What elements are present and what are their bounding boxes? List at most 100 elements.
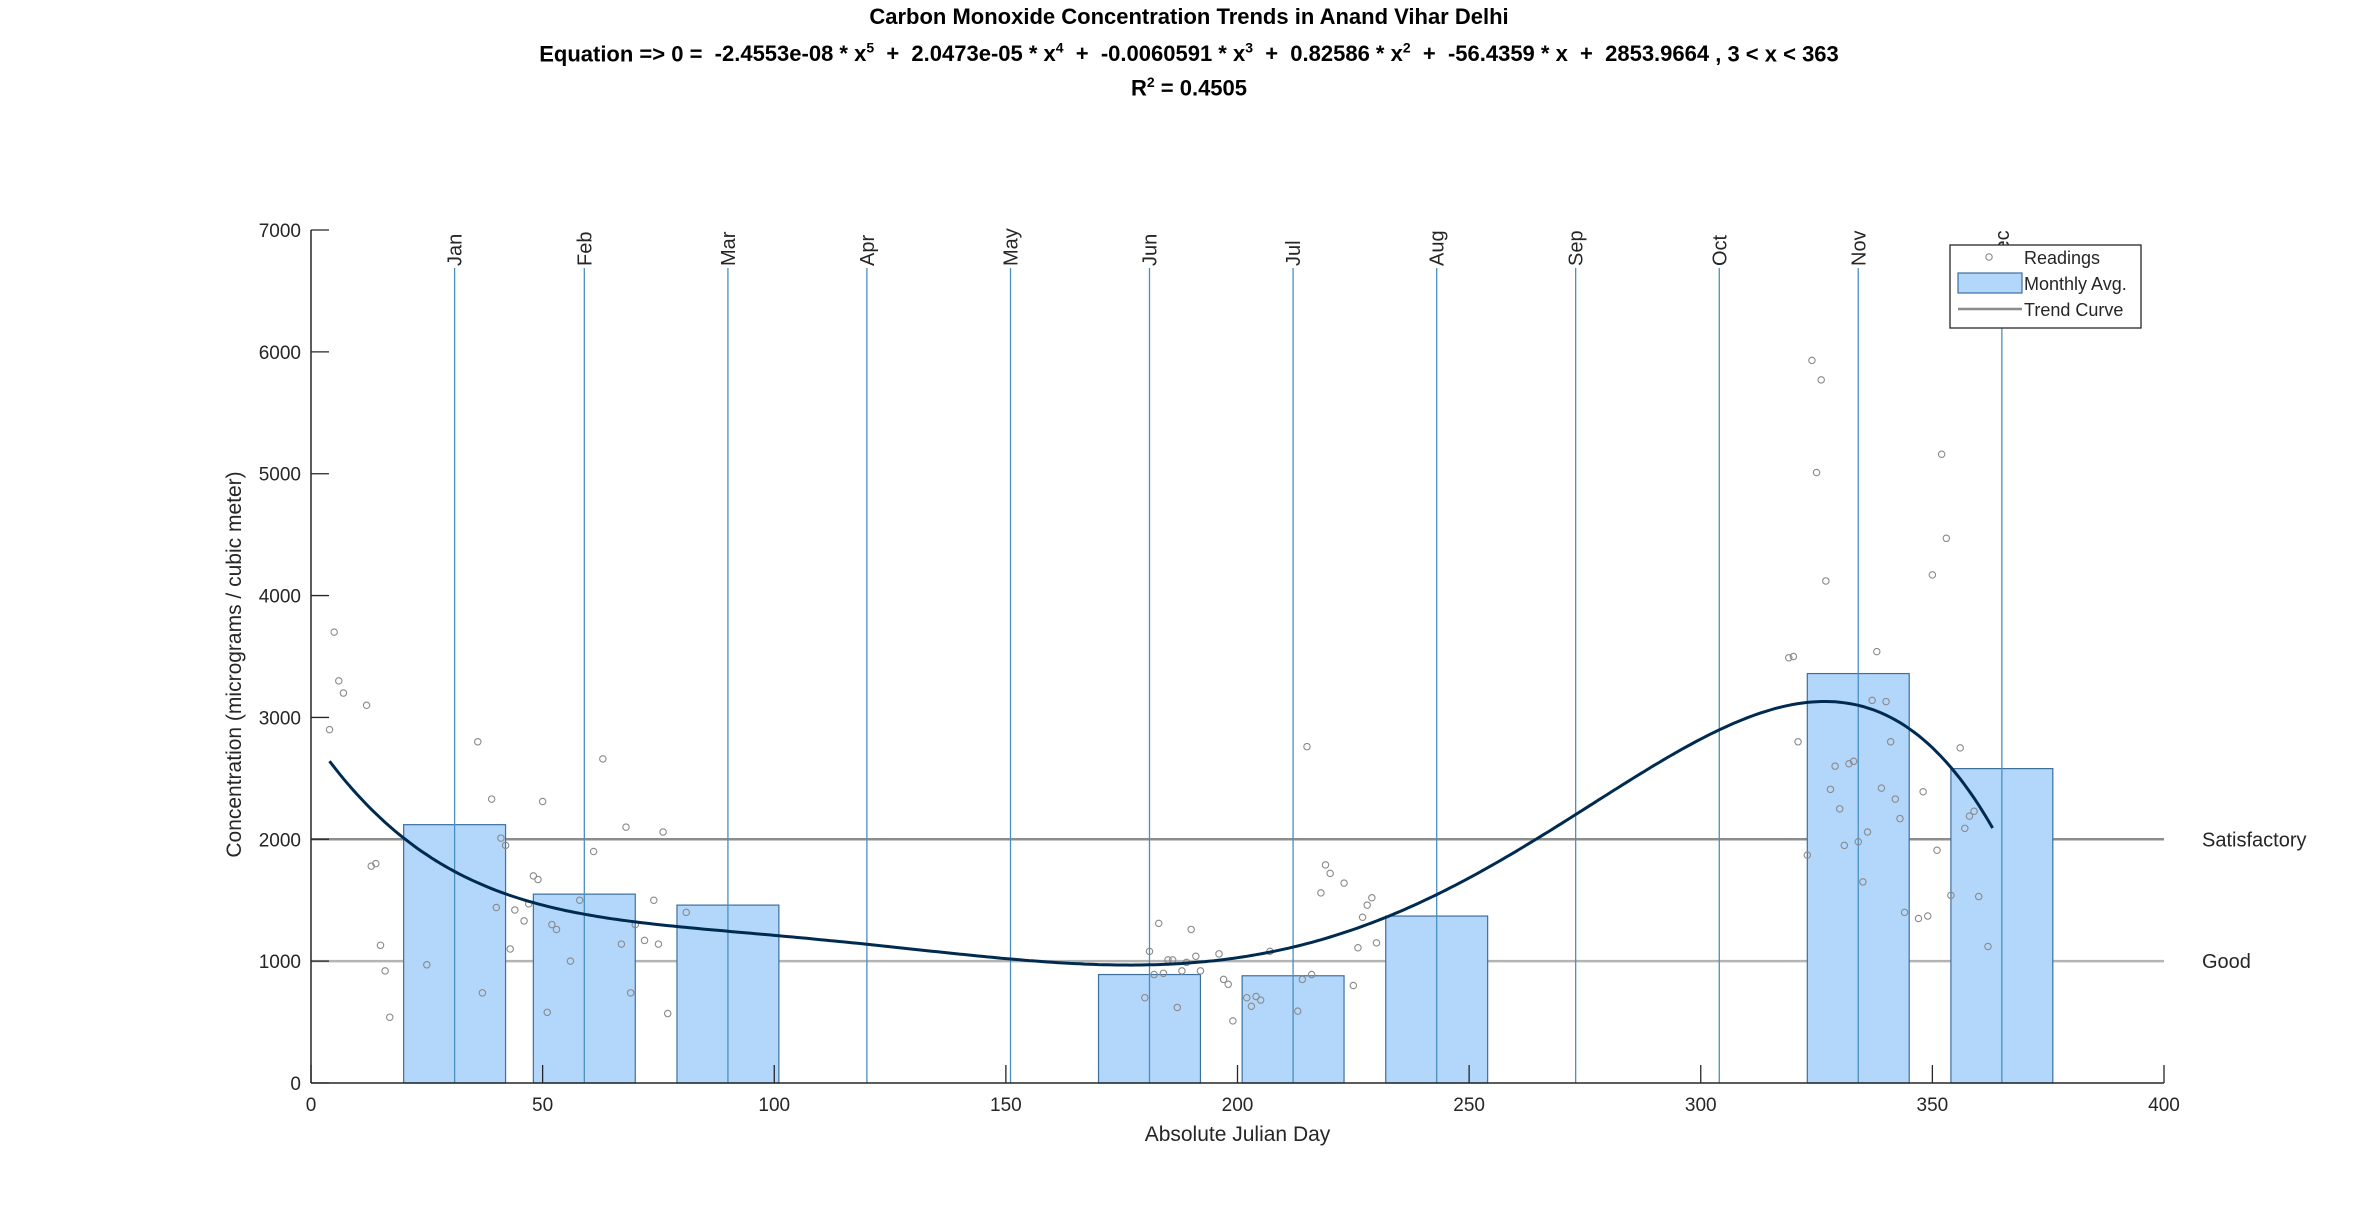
reading-point: [640, 936, 649, 945]
reading-point: [325, 725, 334, 734]
reading-point: [1896, 814, 1904, 823]
reading-point: [1794, 738, 1802, 746]
reading-point: [497, 834, 505, 842]
reading-point: [1368, 894, 1376, 902]
reading-point: [511, 906, 519, 914]
reading-point: [339, 689, 348, 697]
reading-point: [1835, 805, 1844, 813]
equation-exponent: 5: [866, 40, 875, 56]
month-label: Mar: [718, 231, 740, 266]
reading-point: [543, 1008, 552, 1017]
reading-point: [1812, 468, 1821, 477]
equation-exponent: 3: [1245, 40, 1253, 56]
equation-term: + 0.82586 * x: [1253, 41, 1403, 67]
reading-point: [1928, 571, 1937, 579]
x-tick-label: 100: [758, 1095, 790, 1116]
x-axis-label: Absolute Julian Day: [1145, 1123, 1331, 1146]
x-tick-label: 50: [532, 1095, 553, 1116]
reading-point: [1914, 914, 1923, 923]
reading-point: [1363, 901, 1371, 909]
reading-point: [376, 941, 385, 950]
reading-point: [1141, 993, 1149, 1002]
reading-point: [330, 628, 338, 636]
reading-point: [1808, 356, 1816, 365]
reading-point: [1970, 807, 1978, 816]
reading-point: [1937, 450, 1946, 458]
reading-point: [1984, 942, 1992, 951]
month-label: Apr: [857, 235, 879, 266]
reading-point: [538, 797, 547, 806]
x-tick-label: 350: [1917, 1095, 1949, 1116]
chart-title: Carbon Monoxide Concentration Trends in …: [869, 4, 1509, 29]
reading-point: [1840, 841, 1849, 850]
axes: 0 50 100 150 200 250 300 350 4000100020003000400…: [223, 221, 2180, 1146]
y-tick-label: 1000: [259, 952, 301, 973]
reading-point: [1173, 1003, 1182, 1012]
equation-prefix: Equation => 0 =: [539, 41, 703, 67]
reading-point: [622, 823, 630, 831]
reading-point: [423, 961, 431, 969]
reading-point: [1923, 912, 1932, 920]
y-tick-label: 5000: [259, 465, 301, 486]
month-label: Aug: [1427, 230, 1449, 266]
month-label: May: [1001, 228, 1023, 266]
y-tick-label: 6000: [259, 343, 301, 364]
reading-point: [1849, 757, 1858, 766]
reading-point: [1159, 969, 1168, 978]
reading-point: [520, 917, 528, 925]
legend-readings-marker: [1985, 253, 1993, 261]
r-squared-exponent: 2: [1146, 74, 1155, 90]
reading-point: [1298, 975, 1307, 984]
reading-point: [1358, 913, 1367, 922]
y-tick-label: 3000: [259, 708, 301, 729]
y-axis-label: Concentration (micrograms / cubic meter): [223, 471, 246, 857]
reading-point: [682, 908, 690, 917]
reading-point: [663, 1009, 672, 1018]
reading-point: [1877, 784, 1886, 792]
reading-point: [1882, 697, 1890, 706]
reading-point: [1145, 947, 1154, 956]
reading-point: [650, 896, 658, 904]
reading-point: [1154, 919, 1163, 928]
y-tick-label: 7000: [259, 221, 301, 242]
reading-point: [1293, 1007, 1302, 1015]
threshold-label: Satisfactory: [2202, 829, 2306, 851]
equation-exponent: 4: [1055, 40, 1064, 56]
reading-point: [1317, 889, 1325, 897]
x-tick-label: 300: [1685, 1095, 1717, 1116]
legend-bar-swatch: [1957, 272, 2023, 294]
monthly-average-bars: [403, 672, 2054, 1084]
equation-term: + -56.4359 * x: [1410, 41, 1568, 67]
reading-point: [1252, 992, 1260, 1001]
reading-point: [1326, 869, 1334, 878]
y-tick-label: 4000: [259, 587, 301, 608]
month-label: Nov: [1848, 230, 1870, 266]
reading-point: [1215, 950, 1223, 958]
legend-entry: Trend Curve: [2024, 300, 2123, 320]
reading-point: [1224, 980, 1232, 989]
reading-point: [1321, 861, 1330, 869]
equation-term: + -0.0060591 * x: [1063, 41, 1246, 67]
reading-point: [1219, 975, 1228, 984]
reading-point: [548, 920, 556, 929]
y-tick-label: 0: [290, 1074, 301, 1095]
reading-point: [1859, 878, 1867, 886]
r-squared-line: R2 = 0.4505: [0, 74, 2378, 101]
reading-point: [1942, 534, 1951, 543]
r-squared-label: R: [1130, 75, 1147, 101]
reading-point: [1349, 981, 1358, 990]
reading-point: [386, 1013, 394, 1021]
x-tick-label: 150: [990, 1095, 1022, 1116]
equation-term: + 2.0473e-05 * x: [874, 41, 1056, 67]
reading-point: [589, 847, 598, 856]
reading-point: [335, 677, 343, 685]
reading-point: [501, 841, 510, 850]
reading-point: [599, 755, 607, 763]
reading-point: [1868, 696, 1876, 705]
reading-point: [659, 828, 667, 836]
reading-point: [381, 967, 389, 975]
equation-term: + 2853.9664: [1567, 41, 1710, 67]
month-label: Feb: [574, 232, 596, 266]
reading-point: [575, 896, 584, 904]
reading-point: [1229, 1017, 1237, 1025]
